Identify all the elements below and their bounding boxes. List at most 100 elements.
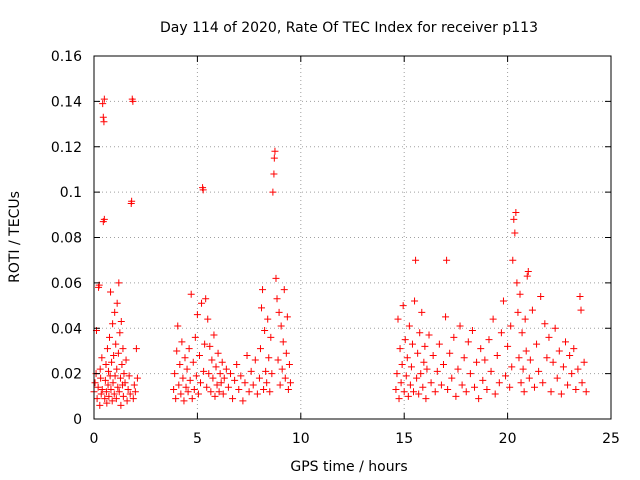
data-point xyxy=(276,381,284,389)
data-point xyxy=(229,395,237,403)
data-point xyxy=(559,363,567,371)
y-tick-label: 0.1 xyxy=(60,185,82,201)
data-point xyxy=(528,306,536,314)
data-point xyxy=(507,322,515,330)
data-point xyxy=(433,367,441,375)
data-point xyxy=(251,356,259,364)
data-point xyxy=(112,395,120,403)
data-point xyxy=(399,302,407,310)
data-point xyxy=(185,345,193,353)
data-point xyxy=(524,268,532,276)
data-point xyxy=(543,354,551,362)
data-point xyxy=(405,322,413,330)
data-point xyxy=(219,390,227,398)
data-point xyxy=(116,374,124,382)
data-point xyxy=(270,154,278,162)
data-point xyxy=(471,383,479,391)
data-point xyxy=(466,370,474,378)
data-point xyxy=(519,365,527,373)
x-tick-label: 20 xyxy=(499,431,517,447)
data-point xyxy=(578,379,586,387)
data-point xyxy=(273,295,281,303)
data-point xyxy=(566,351,574,359)
data-point xyxy=(100,95,108,103)
data-point xyxy=(265,354,273,362)
data-point xyxy=(429,351,437,359)
data-point xyxy=(112,340,120,348)
data-point xyxy=(111,372,119,380)
data-point xyxy=(264,315,272,323)
data-point xyxy=(119,392,127,400)
plot-frame xyxy=(93,55,612,420)
data-point xyxy=(402,372,410,380)
x-tick-label: 15 xyxy=(395,431,413,447)
data-point xyxy=(555,347,563,355)
x-tick-label: 25 xyxy=(602,431,620,447)
data-point xyxy=(271,147,279,155)
data-point xyxy=(442,313,450,321)
data-point xyxy=(130,381,138,389)
data-point xyxy=(173,347,181,355)
data-point xyxy=(452,392,460,400)
data-point xyxy=(110,351,118,359)
data-point xyxy=(516,290,524,298)
data-point xyxy=(235,386,243,394)
data-point xyxy=(468,327,476,335)
data-point xyxy=(214,349,222,357)
data-point xyxy=(104,381,112,389)
data-point xyxy=(570,345,578,353)
data-point xyxy=(113,365,121,373)
data-point xyxy=(460,354,468,362)
data-point xyxy=(107,386,115,394)
data-point xyxy=(407,363,415,371)
data-point xyxy=(481,356,489,364)
data-point xyxy=(96,401,104,409)
data-point xyxy=(170,386,178,394)
data-point xyxy=(435,340,443,348)
data-point xyxy=(450,333,458,341)
data-point xyxy=(212,363,220,371)
data-point xyxy=(510,215,518,223)
data-point xyxy=(564,381,572,389)
data-point xyxy=(263,379,271,387)
data-point xyxy=(446,349,454,357)
data-point xyxy=(94,383,102,391)
data-point xyxy=(194,390,202,398)
data-point xyxy=(124,386,132,394)
y-axis-ticks: 0 0.02 0.04 0.06 0.08 0.1 0.12 0.14 0.16 xyxy=(51,49,611,428)
data-point xyxy=(392,386,400,394)
data-point xyxy=(96,365,104,373)
data-point xyxy=(421,342,429,350)
data-point xyxy=(526,356,534,364)
data-point xyxy=(213,381,221,389)
data-point xyxy=(258,304,266,312)
x-tick-label: 5 xyxy=(193,431,202,447)
data-point xyxy=(98,354,106,362)
data-point xyxy=(523,272,531,280)
data-point xyxy=(205,370,213,378)
data-point xyxy=(117,401,125,409)
data-point xyxy=(406,381,414,389)
data-point xyxy=(237,372,245,380)
data-point xyxy=(495,379,503,387)
data-point xyxy=(190,386,198,394)
data-point xyxy=(99,113,107,121)
data-point xyxy=(103,345,111,353)
data-point xyxy=(269,188,277,196)
data-point xyxy=(241,379,249,387)
data-point xyxy=(261,327,269,335)
data-point xyxy=(105,392,113,400)
data-point xyxy=(178,338,186,346)
data-point xyxy=(111,308,119,316)
data-point xyxy=(420,358,428,366)
data-point xyxy=(195,351,203,359)
data-point xyxy=(411,297,419,305)
data-point xyxy=(126,390,134,398)
data-point xyxy=(118,361,126,369)
data-point xyxy=(393,370,401,378)
data-point xyxy=(431,388,439,396)
data-point xyxy=(518,329,526,337)
data-point xyxy=(499,297,507,305)
data-point xyxy=(224,383,232,391)
data-point xyxy=(217,379,225,387)
